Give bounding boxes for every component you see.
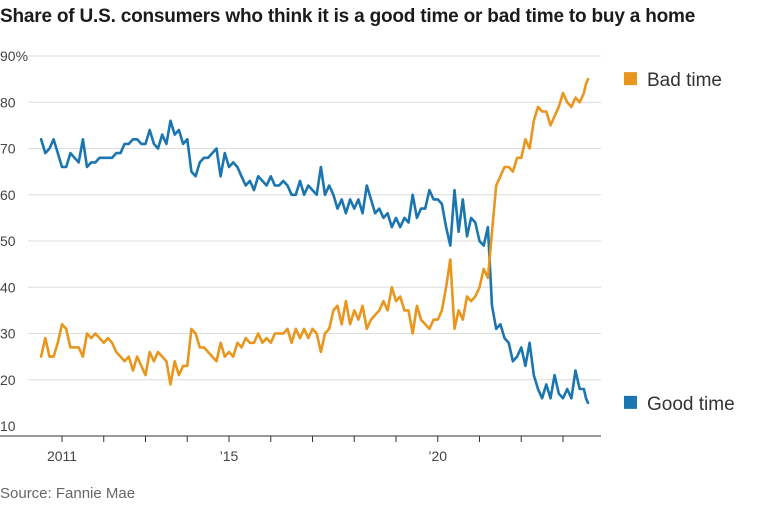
y-axis-labels: 10 20 30 40 50 60 70 80 90% <box>0 48 28 434</box>
gridlines <box>28 55 601 381</box>
x-tick-label: ’15 <box>220 448 239 464</box>
series-line-good-time <box>39 119 590 405</box>
y-tick-label: 50 <box>0 233 16 249</box>
source-note: Source: Fannie Mae <box>0 485 136 502</box>
x-tick-label: 2011 <box>47 448 77 464</box>
y-tick-label: 90% <box>0 48 28 64</box>
y-tick-label: 70 <box>0 141 16 157</box>
y-tick-label: 40 <box>0 279 16 295</box>
series-lines <box>39 77 590 405</box>
y-tick-label: 20 <box>0 372 16 388</box>
chart-title: Share of U.S. consumers who think it is … <box>0 6 696 27</box>
y-tick-label: 10 <box>0 418 16 434</box>
legend: Good time Bad time <box>624 70 735 415</box>
y-tick-label: 60 <box>0 187 16 203</box>
y-tick-label: 80 <box>0 94 16 110</box>
legend-label: Bad time <box>647 70 722 91</box>
y-tick-label: 30 <box>0 326 16 342</box>
legend-swatch <box>624 72 637 86</box>
x-axis: 2011 ’15 ’20 <box>0 435 601 464</box>
legend-label: Good time <box>647 394 735 415</box>
series-line-bad-time <box>39 77 590 386</box>
x-tick-label: ’20 <box>428 448 447 464</box>
legend-swatch <box>624 395 637 409</box>
